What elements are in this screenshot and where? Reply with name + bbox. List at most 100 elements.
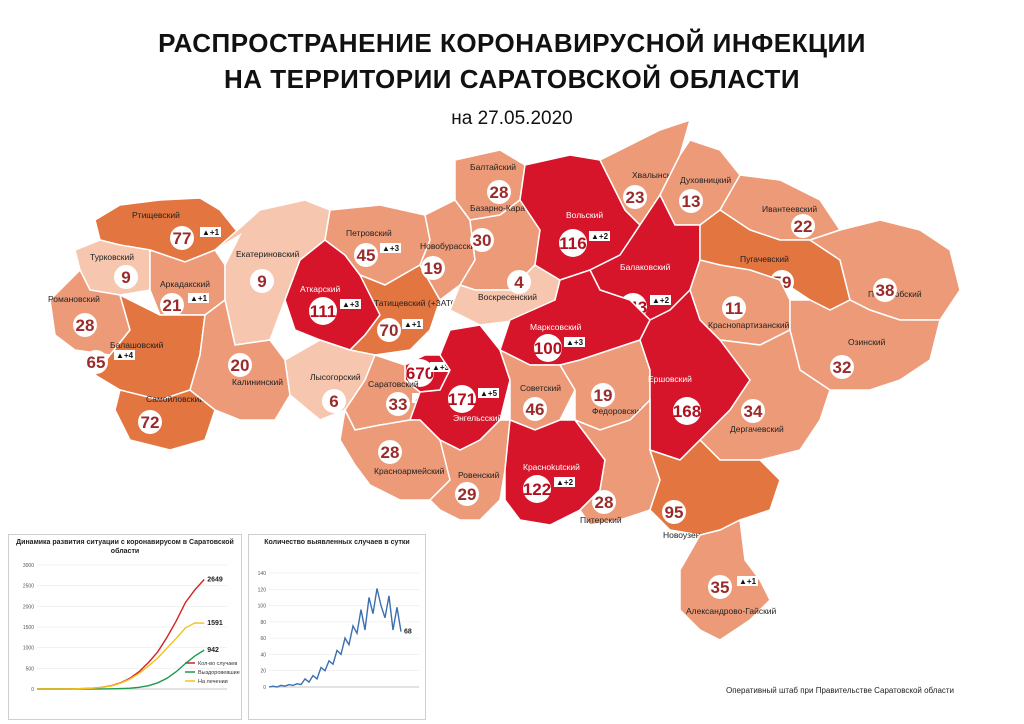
y-tick-label: 2000 — [23, 604, 34, 610]
count-bubble — [470, 228, 494, 252]
count-bubble — [523, 397, 547, 421]
region-name: Воскресенский — [478, 292, 537, 302]
region-count: 70 — [380, 321, 399, 340]
region-shape — [698, 328, 831, 461]
region-name: Базарно-Карабулакский — [470, 203, 565, 213]
region-shape — [348, 263, 441, 356]
y-tick-label: 80 — [260, 620, 266, 626]
region-count: 30 — [473, 231, 492, 250]
region-count: 32 — [833, 358, 852, 377]
region-delta: ▲+1 — [739, 577, 757, 586]
region-26: Озинский 32 — [789, 299, 941, 391]
daily-chart-panel: Количество выявленных случаев в сутки 0 2… — [248, 534, 426, 720]
count-bubble — [591, 383, 615, 407]
series-end-label: 2649 — [207, 577, 223, 584]
region-name: Красноармейский — [374, 466, 445, 476]
delta-badge — [114, 350, 135, 360]
y-tick-label: 140 — [258, 571, 267, 577]
region-delta: ▲+5 — [480, 389, 498, 398]
count-bubble — [448, 385, 476, 413]
region-count: 38 — [876, 281, 895, 300]
delta-badge — [380, 243, 401, 253]
region-count: 21 — [163, 296, 182, 315]
region-name: Аркадакский — [160, 279, 210, 289]
region-delta: ▲+3 — [566, 338, 584, 347]
region-name: Ровенский — [458, 470, 500, 480]
region-name: Балаковский — [620, 262, 671, 272]
delta-badge — [430, 362, 456, 372]
count-bubble — [592, 490, 616, 514]
y-tick-label: 2500 — [23, 584, 34, 590]
count-bubble — [523, 475, 551, 503]
y-tick-label: 500 — [26, 666, 35, 672]
region-name: САРАТОВ — [418, 340, 457, 350]
count-bubble — [791, 214, 815, 238]
region-count: 670 — [406, 364, 434, 383]
footer-credit: Оперативный штаб при Правительстве Сарат… — [726, 686, 955, 695]
count-bubble — [623, 185, 647, 209]
count-bubble — [73, 313, 97, 337]
y-tick-label: 100 — [258, 604, 267, 610]
region-count: 28 — [595, 493, 614, 512]
region-11: Татищевский (+ЗАТО Светлый) 70 ▲+1 — [348, 263, 497, 356]
series-end-label: 942 — [207, 647, 219, 654]
y-tick-label: 1000 — [23, 646, 34, 652]
region-count: 23 — [626, 188, 645, 207]
region-delta: ▲+1 — [202, 228, 220, 237]
legend-label: Выздоровевшие — [198, 670, 240, 676]
y-tick-label: 3000 — [23, 563, 34, 569]
delta-badge — [200, 227, 221, 237]
region-name: Турковский — [90, 252, 134, 262]
map-title-line1: РАСПРОСТРАНЕНИЕ КОРОНАВИРУСНОЙ ИНФЕКЦИИ — [158, 28, 866, 58]
count-bubble — [830, 355, 854, 379]
delta-badge — [564, 337, 585, 347]
region-name: Духовницкий — [680, 175, 731, 185]
count-bubble — [228, 353, 252, 377]
region-count: 20 — [231, 356, 250, 375]
count-bubble — [741, 399, 765, 423]
series-end-label: 68 — [404, 629, 412, 636]
region-name: Федоровский — [592, 406, 644, 416]
count-bubble — [386, 392, 410, 416]
region-25: Марксовский 100 ▲+3 — [499, 269, 651, 366]
region-count: 111 — [310, 302, 337, 321]
region-33: Дергачевский 34 — [698, 328, 831, 461]
region-name: Ртищевский — [132, 210, 180, 220]
count-bubble — [114, 265, 138, 289]
count-bubble — [559, 229, 587, 257]
region-name: Озинский — [848, 337, 886, 347]
region-name: Екатериновский — [236, 249, 300, 259]
daily-chart: 0 20 40 60 80 100 120 140 68 — [258, 571, 419, 691]
count-bubble — [377, 318, 401, 342]
region-count: 11 — [725, 299, 743, 318]
y-tick-label: 1500 — [23, 625, 34, 631]
y-tick-label: 0 — [31, 687, 34, 693]
region-17: Вольский 116 ▲+2 — [519, 154, 641, 281]
count-bubble — [160, 293, 184, 317]
region-count: 45 — [357, 246, 376, 265]
region-name: Новоузенский — [663, 530, 718, 540]
region-count: 19 — [424, 259, 443, 278]
count-bubble — [507, 270, 531, 294]
region-name: Марксовский — [530, 322, 582, 332]
legend-label: Кол-во случаев — [198, 661, 237, 667]
count-bubble — [673, 397, 701, 425]
region-count: 22 — [794, 217, 813, 236]
region-32: Ершовский 168 — [639, 288, 761, 461]
region-12: Лысогорский 6 — [284, 339, 377, 421]
count-bubble — [354, 243, 378, 267]
region-count: 6 — [329, 392, 338, 411]
y-tick-label: 0 — [263, 685, 266, 691]
count-bubble — [322, 389, 346, 413]
delta-badge — [188, 293, 209, 303]
region-name: Александрово-Гайский — [686, 606, 777, 616]
delta-badge — [478, 388, 499, 398]
y-tick-label: 40 — [260, 652, 266, 658]
y-tick-label: 20 — [260, 669, 266, 675]
region-24: Краснопартизанский 11 — [689, 259, 791, 346]
region-name: Новобурасский — [420, 241, 480, 251]
region-name: Энгельсский — [453, 413, 503, 423]
count-bubble — [534, 334, 562, 362]
